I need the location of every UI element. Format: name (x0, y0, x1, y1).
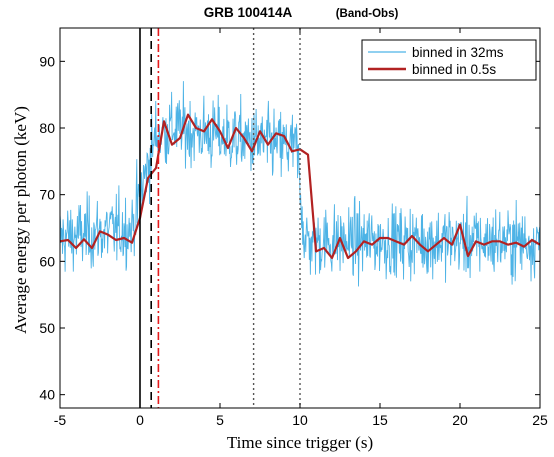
x-tick-label-1: 0 (136, 412, 144, 428)
y-tick-label-4: 80 (39, 120, 55, 136)
x-axis-label: Time since trigger (s) (227, 433, 373, 452)
x-tick-label-4: 15 (372, 412, 388, 428)
plot-area (60, 28, 540, 408)
x-tick-label-2: 5 (216, 412, 224, 428)
y-tick-label-1: 50 (39, 320, 55, 336)
chart-subtitle: (Band-Obs) (336, 8, 399, 20)
y-tick-label-2: 60 (39, 253, 55, 269)
legend-label-1: binned in 0.5s (412, 62, 496, 77)
legend: binned in 32ms binned in 0.5s (361, 39, 537, 81)
x-tick-label-6: 25 (532, 412, 548, 428)
legend-box (361, 39, 537, 81)
y-tick-label-3: 70 (39, 187, 55, 203)
x-tick-label-5: 20 (452, 412, 468, 428)
chart-title: GRB 100414A (204, 5, 293, 20)
axes: -5 0 5 10 15 20 25 40 50 60 70 80 90 (39, 27, 548, 428)
x-tick-label-3: 10 (292, 412, 308, 428)
y-tick-label-5: 90 (39, 53, 55, 69)
x-tick-label-0: -5 (54, 412, 67, 428)
legend-label-0: binned in 32ms (412, 45, 504, 60)
y-tick-label-0: 40 (39, 387, 55, 403)
y-axis-label: Average energy per photon (keV) (11, 106, 30, 334)
